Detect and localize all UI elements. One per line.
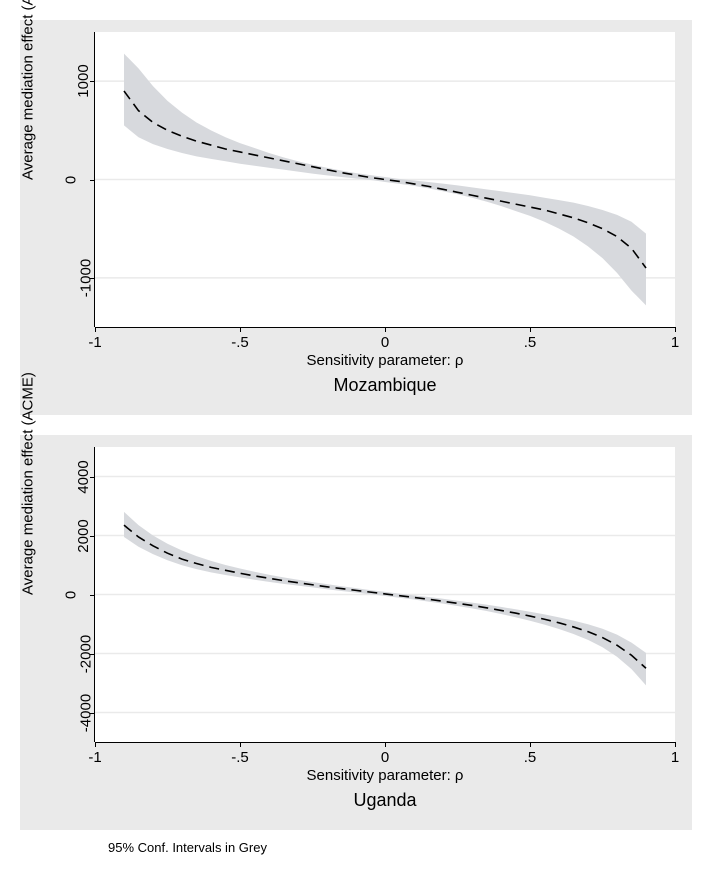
y-tick-label: 0 [63,590,80,598]
panel-uganda: -4000-2000020004000 -1-.50.51 Average me… [20,435,692,830]
chart-svg-uganda [95,447,675,742]
y-axis-label-text: Average mediation effect (ACME) [20,0,37,180]
x-axis-label: Sensitivity parameter: ρ [95,767,675,784]
figure-root: -1000 0 1000 -1 -.5 0 .5 1 Average mediation e… [0,0,712,876]
y-axis-label-text: Average mediation effect (ACME) [20,372,37,595]
x-tick-label: 0 [381,334,389,351]
plot-area-mozambique [95,32,675,327]
x-tick-label: -1 [88,334,101,351]
x-tick-mark [675,742,676,747]
x-tick-label: .5 [524,749,537,766]
x-axis-label-text: Sensitivity parameter: ρ [307,352,464,369]
y-tick-label: 2000 [75,519,92,552]
x-tick-label: -.5 [231,749,249,766]
chart-svg-mozambique [95,32,675,327]
panel-title-text: Uganda [353,790,416,810]
panel-title-text: Mozambique [333,375,436,395]
x-axis-label: Sensitivity parameter: ρ [95,352,675,369]
x-axis-label-text: Sensitivity parameter: ρ [307,767,464,784]
x-tick-mark [675,327,676,332]
y-tick-label: -4000 [78,693,95,731]
y-tick-label: -1000 [78,259,95,297]
y-axis-line [94,447,95,742]
footnote: 95% Conf. Intervals in Grey [108,840,267,855]
panel-mozambique: -100001000 -1-.50.51 Average mediation e… [20,20,692,415]
x-tick-label: .5 [524,334,537,351]
plot-area-uganda [95,447,675,742]
panel-title: Uganda [95,790,675,811]
x-tick-label: 1 [671,334,679,351]
y-axis-line [94,32,95,327]
panel-title: Mozambique [95,375,675,396]
x-tick-label: 0 [381,749,389,766]
footnote-text: 95% Conf. Intervals in Grey [108,840,267,855]
x-axis-line [95,742,675,743]
y-axis-label: Average mediation effect (ACME) [20,0,37,180]
y-tick-label: -2000 [78,634,95,672]
y-tick-label: 0 [63,175,80,183]
x-tick-label: -1 [88,749,101,766]
x-tick-label: 1 [671,749,679,766]
x-axis-line [95,327,675,328]
y-tick-label: 4000 [75,460,92,493]
y-axis-label: Average mediation effect (ACME) [20,372,37,595]
x-tick-label: -.5 [231,334,249,351]
y-tick-label: 1000 [75,64,92,97]
